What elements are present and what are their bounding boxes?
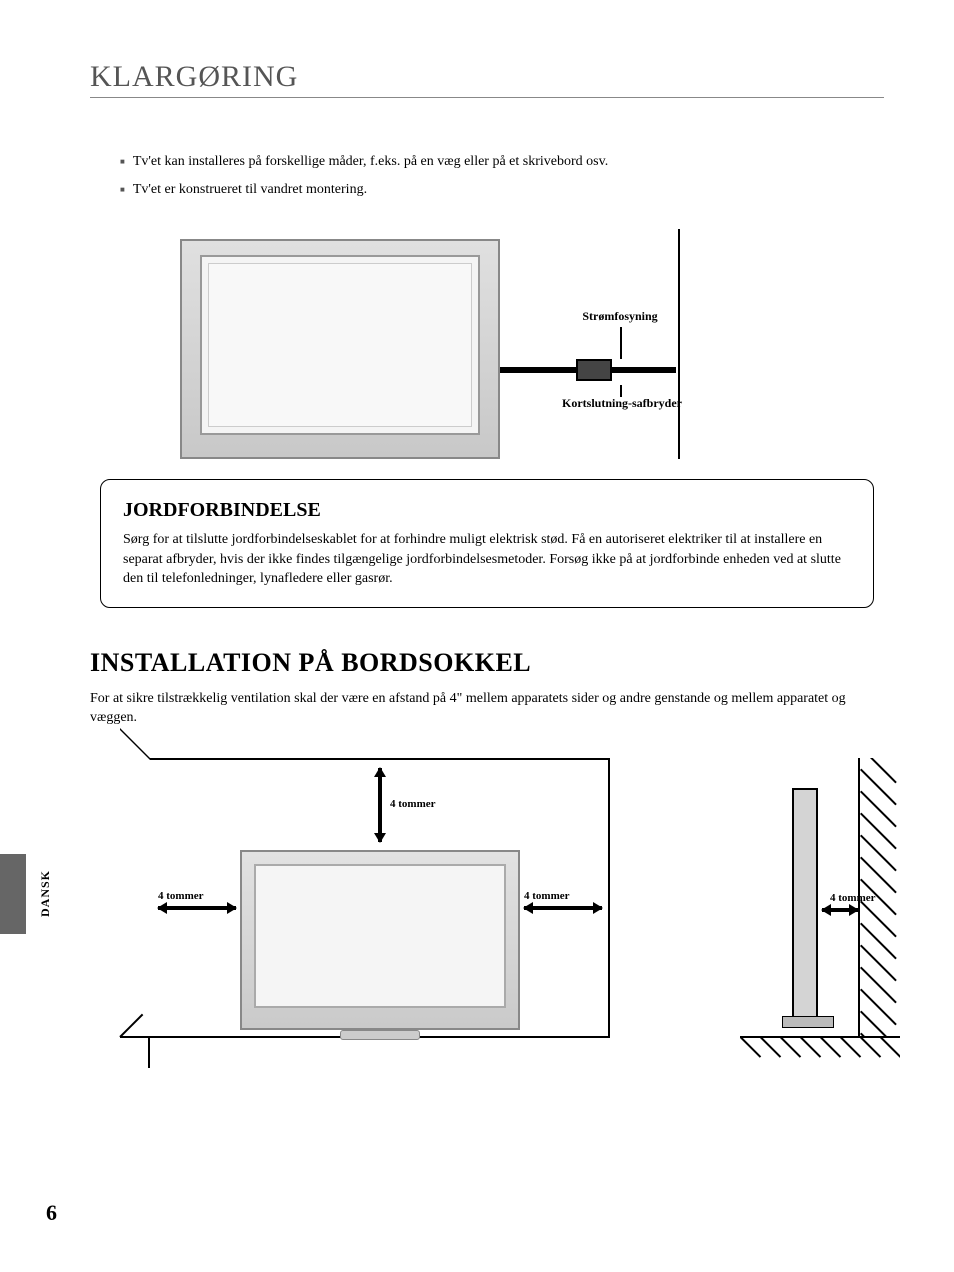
intro-bullets: ■ Tv'et kan installeres på forskellige må… [120,148,884,204]
bullet-text: Tv'et er konstrueret til vandret monteri… [133,176,367,204]
clearance-arrow-left [158,906,236,910]
info-body: Sørg for at tilslutte jordforbindelseska… [123,530,851,589]
power-supply-label: Strømfosyning [560,309,680,324]
breaker-illustration [576,359,612,381]
dim-label-right: 4 tommer [524,890,570,902]
info-heading: JORDFORBINDELSE [123,496,851,524]
clearance-arrow-top [378,768,382,842]
breaker-label: Kortslutning-safbryder [544,396,700,411]
section-heading: INSTALLATION PÅ BORDSOKKEL [90,648,884,678]
title-divider [90,97,884,98]
clearance-diagram: 4 tommer 4 tommer 4 tommer 4 tommer [90,758,870,1058]
language-label: DANSK [38,870,53,917]
side-clearance-diagram: 4 tommer [680,758,900,1058]
grounding-info-box: JORDFORBINDELSE Sørg for at tilslutte jo… [100,479,874,608]
bullet-square-icon: ■ [120,148,125,176]
dim-label-left: 4 tommer [158,890,204,902]
clearance-arrow-right [524,906,602,910]
section-body: For at sikre tilstrækkelig ventilation s… [90,690,884,728]
dim-label-side: 4 tommer [830,892,876,904]
bullet-text: Tv'et kan installeres på forskellige måd… [133,148,608,176]
page-title: KLARGØRING [90,60,884,94]
dim-label-top: 4 tommer [390,798,436,810]
clearance-arrow-side [822,908,858,912]
bullet-square-icon: ■ [120,176,125,204]
page-number: 6 [46,1200,57,1226]
tv-front-illustration [240,850,520,1030]
tv-side-illustration [792,788,818,1028]
power-connection-diagram: Strømfosyning Kortslutning-safbryder [180,239,700,459]
tv-front-illustration [180,239,500,459]
language-tab [0,854,26,934]
